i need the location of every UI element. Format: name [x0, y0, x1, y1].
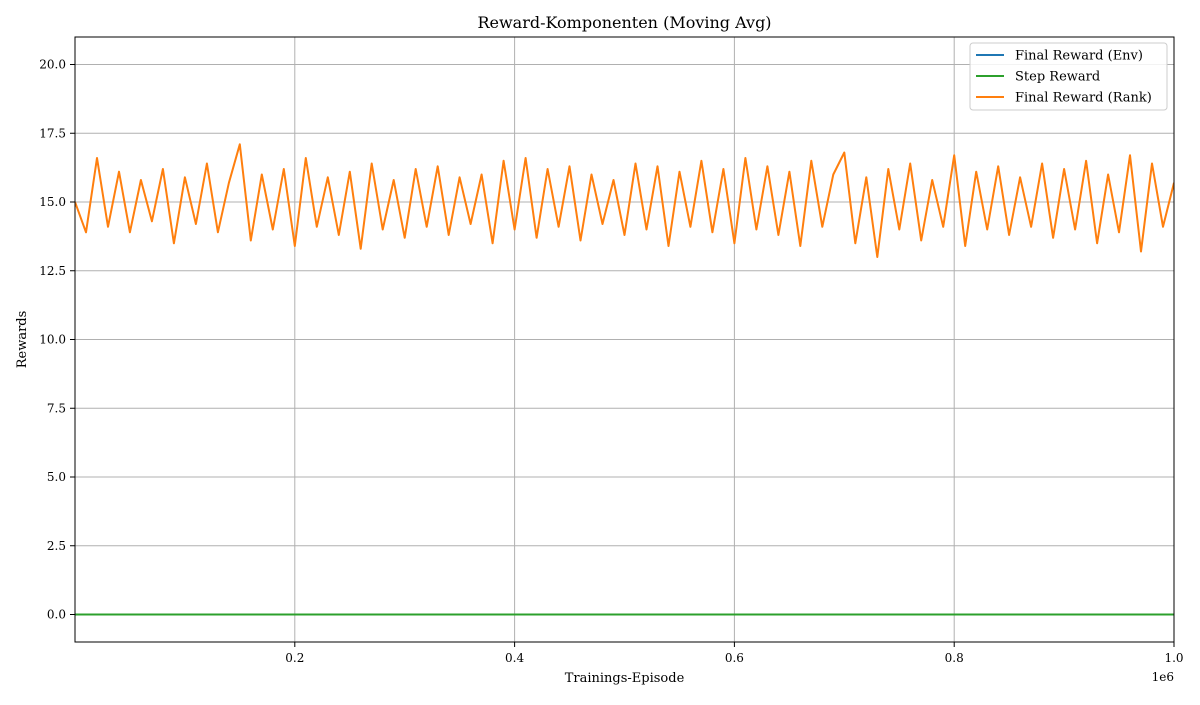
y-tick-label: 2.5	[47, 539, 66, 553]
y-axis-ticks: 0.0 2.5 5.0 7.5 10.0 12.5 15.0 17.5 20.0	[39, 58, 75, 622]
legend-label-final-reward-env: Final Reward (Env)	[1015, 49, 1143, 64]
x-axis-offset-label: 1e6	[1152, 670, 1174, 684]
grid	[75, 37, 1175, 642]
series-line-final-reward-rank	[75, 143, 1174, 258]
y-tick-label: 10.0	[39, 333, 66, 347]
series-layer	[75, 143, 1174, 616]
y-axis-label: Rewards	[15, 311, 30, 369]
y-tick-label: 15.0	[39, 195, 66, 209]
legend-label-step-reward: Step Reward	[1015, 70, 1100, 85]
x-tick-label: 0.6	[725, 651, 744, 665]
y-tick-label: 7.5	[47, 401, 66, 415]
chart-title: Reward-Komponenten (Moving Avg)	[477, 13, 771, 32]
legend: Final Reward (Env) Step Reward Final Rewar…	[969, 42, 1168, 111]
y-tick-label: 20.0	[39, 58, 66, 72]
legend-label-final-reward-rank: Final Reward (Rank)	[1015, 91, 1152, 106]
y-tick-label: 0.0	[47, 608, 66, 622]
x-tick-label: 1.0	[1164, 651, 1183, 665]
y-tick-label: 5.0	[47, 470, 66, 484]
legend-box	[969, 42, 1168, 111]
y-tick-label: 12.5	[39, 264, 66, 278]
y-tick-label: 17.5	[39, 126, 66, 140]
x-axis-ticks: 0.2 0.4 0.6 0.8 1.0	[285, 642, 1184, 665]
x-tick-label: 0.8	[945, 651, 964, 665]
x-tick-label: 0.4	[505, 651, 524, 665]
x-tick-label: 0.2	[285, 651, 304, 665]
x-axis-label: Trainings-Episode	[565, 671, 685, 686]
